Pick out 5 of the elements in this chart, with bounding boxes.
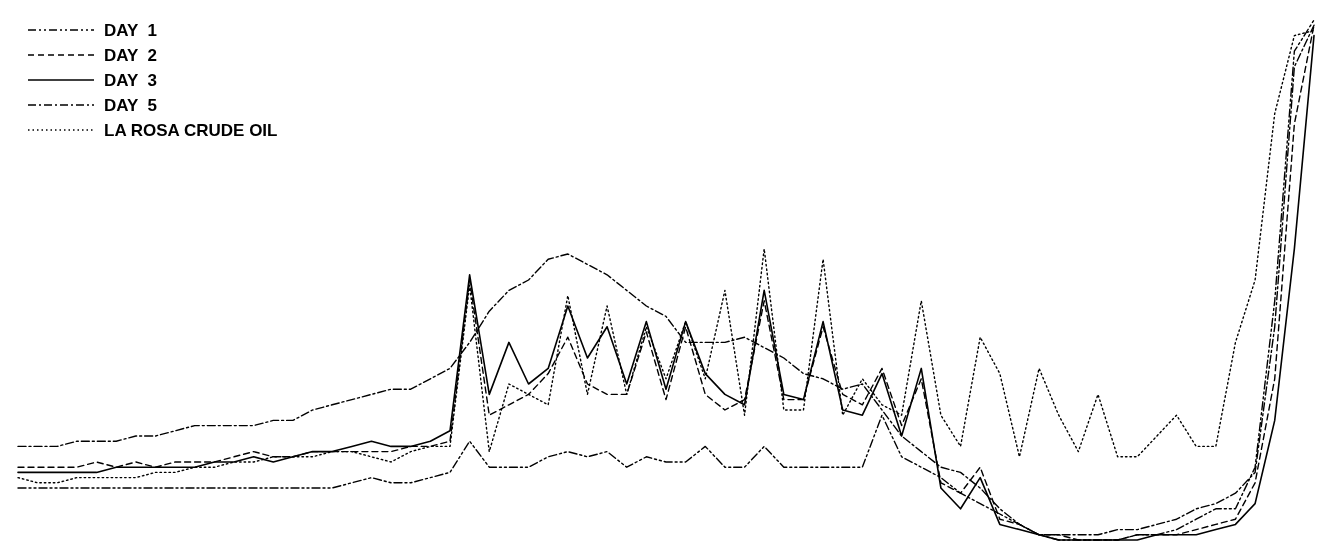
legend-label: DAY 2: [104, 46, 157, 65]
legend-label: DAY 5: [104, 96, 157, 115]
legend-label: DAY 1: [104, 21, 157, 40]
legend-label: DAY 3: [104, 71, 157, 90]
legend-label: LA ROSA CRUDE OIL: [104, 121, 278, 140]
